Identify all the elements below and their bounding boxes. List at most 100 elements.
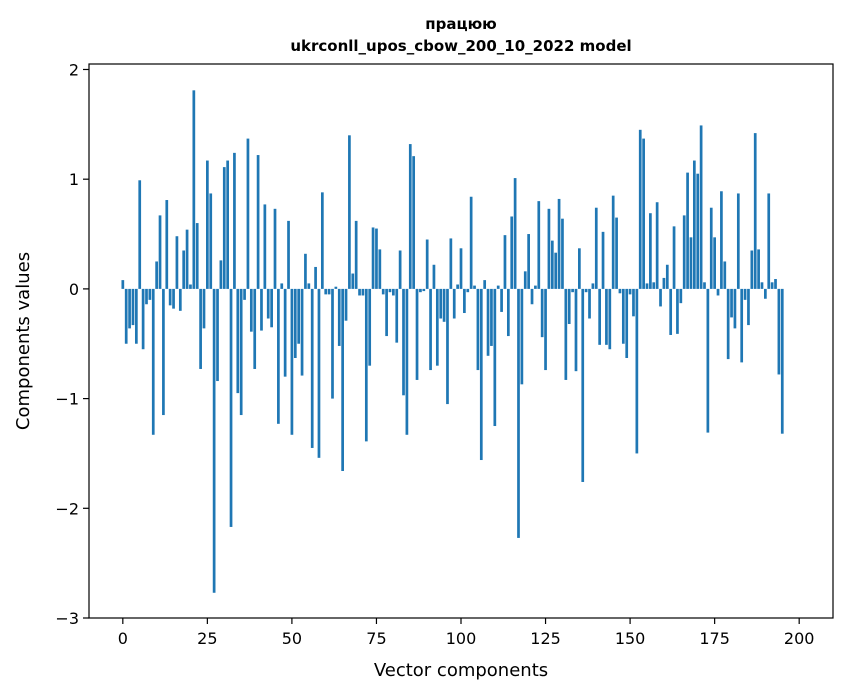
bar-175 <box>713 237 716 289</box>
bar-38 <box>249 288 253 332</box>
bar-69 <box>354 220 358 289</box>
bar-15 <box>172 288 175 309</box>
bar-63 <box>334 286 338 289</box>
y-tick-label-5: 2 <box>69 60 79 79</box>
bar-182 <box>736 193 740 289</box>
bar-79 <box>388 288 392 293</box>
bar-98 <box>452 288 456 319</box>
bar-129 <box>557 198 561 289</box>
bar-42 <box>263 204 267 289</box>
y-tick-label-2: −1 <box>55 390 79 409</box>
bar-133 <box>571 288 574 293</box>
bar-60 <box>324 288 328 295</box>
bar-27 <box>212 288 216 593</box>
bar-89 <box>422 288 426 292</box>
bar-149 <box>625 288 629 358</box>
bar-76 <box>378 249 382 289</box>
bar-193 <box>774 279 777 289</box>
bar-115 <box>510 216 514 289</box>
bar-138 <box>588 288 591 319</box>
bar-35 <box>239 288 243 416</box>
bar-7 <box>145 288 148 305</box>
bar-64 <box>337 288 341 346</box>
bar-130 <box>561 218 564 289</box>
bar-16 <box>175 236 179 289</box>
bar-143 <box>605 288 608 345</box>
bar-114 <box>506 288 510 337</box>
bar-90 <box>425 239 429 289</box>
bar-107 <box>483 280 487 289</box>
bar-30 <box>222 167 226 289</box>
bar-172 <box>703 282 706 289</box>
bar-56 <box>310 288 314 448</box>
bar-61 <box>327 288 331 295</box>
bar-142 <box>601 231 605 289</box>
bar-46 <box>277 288 280 424</box>
bar-106 <box>479 288 483 461</box>
bar-77 <box>381 288 385 295</box>
plot-frame <box>88 63 834 619</box>
bar-178 <box>723 261 727 289</box>
bar-11 <box>158 215 162 289</box>
bar-28 <box>216 288 219 382</box>
bar-34 <box>236 288 240 394</box>
bar-119 <box>523 271 527 289</box>
bar-96 <box>446 288 449 405</box>
bar-9 <box>151 288 155 435</box>
bar-128 <box>554 252 558 289</box>
bar-134 <box>574 288 578 372</box>
x-tick-label-4: 100 <box>446 629 477 648</box>
bar-91 <box>429 288 432 371</box>
bar-150 <box>628 288 632 295</box>
x-tick-label-1: 25 <box>197 629 217 648</box>
bar-125 <box>544 288 547 371</box>
bar-151 <box>632 288 635 317</box>
bar-80 <box>392 288 395 296</box>
y-axis-label: Components values <box>13 252 34 430</box>
bar-181 <box>733 288 737 329</box>
bar-0 <box>121 280 125 289</box>
bar-50 <box>290 288 294 435</box>
bar-120 <box>527 234 530 289</box>
bar-72 <box>364 288 368 442</box>
bar-118 <box>520 288 524 385</box>
bar-179 <box>726 288 730 360</box>
bar-191 <box>767 193 771 289</box>
bar-67 <box>348 135 351 289</box>
bar-94 <box>439 288 443 319</box>
bar-58 <box>317 288 321 458</box>
bar-183 <box>740 288 744 363</box>
bar-159 <box>659 288 662 307</box>
x-tick-label-3: 75 <box>366 629 386 648</box>
bar-109 <box>490 288 493 346</box>
bar-82 <box>398 250 402 289</box>
bar-184 <box>743 288 747 300</box>
y-tick-label-0: −3 <box>55 609 79 628</box>
bar-65 <box>341 288 344 471</box>
bar-188 <box>757 249 760 289</box>
bar-22 <box>195 223 199 289</box>
bar-155 <box>645 283 649 289</box>
x-tick-label-5: 125 <box>530 629 561 648</box>
bar-146 <box>615 217 618 289</box>
bar-152 <box>635 288 639 454</box>
bar-190 <box>764 288 767 299</box>
bar-171 <box>699 125 703 289</box>
bar-186 <box>750 250 754 289</box>
bar-102 <box>466 288 470 293</box>
bar-87 <box>415 288 419 380</box>
bar-165 <box>679 288 683 304</box>
bar-88 <box>419 288 422 293</box>
bar-31 <box>226 160 230 289</box>
bar-195 <box>780 288 784 434</box>
bar-19 <box>185 229 189 289</box>
bar-2 <box>128 288 131 329</box>
bar-40 <box>256 155 260 289</box>
bar-173 <box>706 288 710 433</box>
bar-112 <box>500 288 503 312</box>
bar-111 <box>496 285 500 289</box>
bar-18 <box>182 250 186 289</box>
bar-12 <box>162 288 165 416</box>
bar-68 <box>351 273 355 289</box>
